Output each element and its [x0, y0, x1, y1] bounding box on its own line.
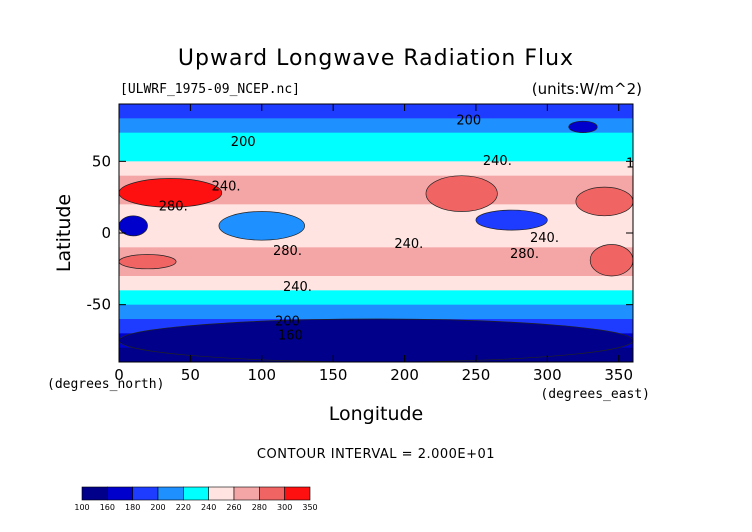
heatmap-feature — [568, 120, 598, 134]
chart-title: Upward Longwave Radiation Flux — [177, 46, 575, 71]
zonal-band — [119, 161, 633, 177]
heatmap-fill — [119, 104, 633, 363]
contour-label: 200 — [275, 314, 300, 329]
colorbar-label: 180 — [125, 503, 140, 512]
colorbar-label: 260 — [226, 503, 241, 512]
colorbar-swatch — [157, 486, 184, 501]
colorbar-label: 160 — [100, 503, 115, 512]
colorbar-swatch — [208, 486, 235, 501]
contour-label: 280. — [510, 247, 539, 262]
contour-label: 280. — [273, 244, 302, 259]
heatmap-feature — [118, 254, 177, 270]
colorbar-label: 100 — [74, 503, 89, 512]
colorbar-label: 220 — [176, 503, 191, 512]
zonal-band — [119, 104, 633, 119]
colorbar-swatch — [132, 486, 159, 501]
contour-label: 240. — [530, 231, 559, 246]
colorbar-swatch — [183, 486, 209, 501]
zonal-band — [119, 204, 633, 220]
contour-label: 160 — [278, 329, 303, 344]
x-tick-label: 100 — [247, 366, 276, 384]
colorbar-label: 300 — [277, 503, 292, 512]
zonal-band — [119, 304, 633, 320]
contour-label: 240. — [483, 154, 512, 169]
contour-label: 240. — [394, 237, 423, 252]
zonal-band — [119, 118, 633, 134]
heatmap-feature — [475, 209, 548, 231]
colorbar: 100 160 180 200 220 240 260 280 300 350 — [74, 486, 318, 512]
zonal-band — [119, 147, 633, 162]
colorbar-label: 240 — [201, 503, 216, 512]
heatmap-feature — [118, 318, 634, 363]
contour-label: 240. — [283, 280, 312, 295]
colorbar-label: 280 — [252, 503, 267, 512]
x-axis-ticks: 0 50 100 150 200 250 300 350 — [114, 104, 633, 384]
colorbar-swatch — [259, 486, 285, 501]
heatmap-feature — [589, 244, 634, 277]
x-tick-label: 300 — [533, 366, 562, 384]
colorbar-label: 200 — [150, 503, 165, 512]
heatmap-feature — [218, 211, 305, 241]
contour-label: 200 — [231, 135, 256, 150]
zonal-band — [119, 276, 633, 291]
heatmap-feature — [425, 175, 498, 212]
x-tick-label: 250 — [462, 366, 491, 384]
heatmap-feature — [575, 186, 634, 217]
contour-label: 240. — [212, 180, 241, 195]
zonal-band — [119, 261, 633, 277]
y-tick-label: 0 — [101, 224, 111, 242]
x-tick-label: 150 — [319, 366, 348, 384]
contour-label: 200 — [456, 114, 481, 129]
zonal-band — [119, 290, 633, 306]
x-tick-label: 350 — [604, 366, 633, 384]
colorbar-swatch — [284, 486, 311, 501]
colorbar-label: 350 — [302, 503, 317, 512]
heatmap-features — [118, 120, 634, 363]
y-tick-label: 50 — [92, 152, 111, 170]
file-label: [ULWRF_1975-09_NCEP.nc] — [120, 82, 301, 97]
zonal-band — [119, 175, 633, 191]
x-axis-title: Longitude — [329, 403, 424, 425]
y-axis-unit: (degrees_north) — [47, 377, 164, 392]
x-axis-unit: (degrees_east) — [540, 387, 650, 402]
zonal-band — [119, 190, 633, 205]
units-label: (units:W/m^2) — [531, 80, 642, 98]
contour-label: 1 — [626, 157, 634, 172]
zonal-band — [119, 247, 633, 263]
y-tick-label: -50 — [87, 296, 112, 314]
y-axis-title: Latitude — [53, 194, 75, 272]
colorbar-swatch — [81, 486, 108, 501]
x-tick-label: 50 — [181, 366, 200, 384]
x-tick-label: 0 — [114, 366, 124, 384]
zonal-band — [119, 132, 633, 148]
colorbar-swatch — [233, 486, 260, 501]
colorbar-swatch — [107, 486, 133, 501]
x-tick-label: 200 — [390, 366, 419, 384]
contour-label: 280. — [159, 200, 188, 215]
y-axis-ticks: -50 0 50 — [87, 152, 633, 314]
contour-interval: CONTOUR INTERVAL = 2.000E+01 — [256, 447, 496, 462]
